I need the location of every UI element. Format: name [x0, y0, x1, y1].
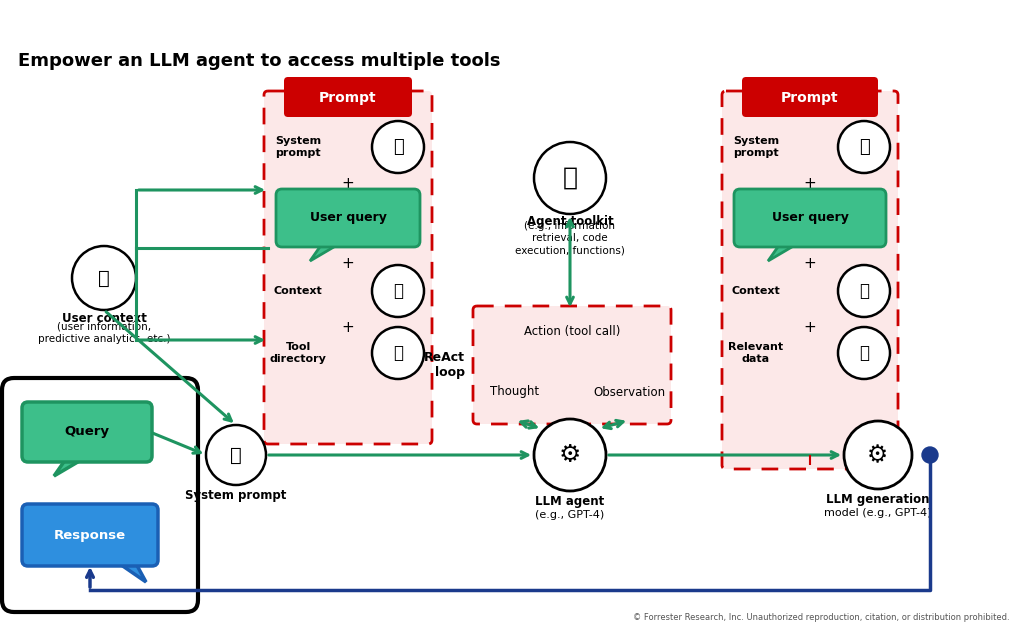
- Text: Context: Context: [273, 286, 323, 296]
- Polygon shape: [54, 456, 88, 476]
- Text: 📄: 📄: [230, 446, 242, 465]
- Text: 📊: 📊: [98, 269, 110, 288]
- Text: +: +: [804, 320, 816, 334]
- Text: User query: User query: [309, 212, 386, 224]
- Text: 🔧: 🔧: [393, 344, 403, 362]
- Circle shape: [372, 265, 424, 317]
- Text: (e.g., information
retrieval, code
execution, functions): (e.g., information retrieval, code execu…: [515, 221, 625, 255]
- Text: Action (tool call): Action (tool call): [524, 325, 621, 339]
- Circle shape: [838, 121, 890, 173]
- Text: System prompt: System prompt: [185, 489, 287, 502]
- FancyBboxPatch shape: [284, 77, 412, 117]
- Text: 📊: 📊: [393, 282, 403, 300]
- Text: Tool
directory: Tool directory: [269, 342, 327, 364]
- Text: +: +: [804, 255, 816, 270]
- Circle shape: [372, 327, 424, 379]
- Text: © Forrester Research, Inc. Unauthorized reproduction, citation, or distribution : © Forrester Research, Inc. Unauthorized …: [634, 613, 1010, 622]
- FancyBboxPatch shape: [473, 306, 671, 424]
- Polygon shape: [310, 241, 344, 261]
- Text: Agent toolkit: Agent toolkit: [526, 216, 613, 229]
- Text: +: +: [342, 320, 354, 334]
- Text: LLM generation: LLM generation: [826, 492, 930, 506]
- FancyBboxPatch shape: [2, 378, 198, 612]
- Text: System
prompt: System prompt: [733, 137, 779, 158]
- FancyBboxPatch shape: [276, 189, 420, 247]
- Text: 📦: 📦: [562, 166, 578, 190]
- Text: 📄: 📄: [859, 138, 869, 156]
- Polygon shape: [114, 560, 146, 582]
- Text: model (e.g., GPT-4): model (e.g., GPT-4): [824, 508, 932, 518]
- Text: 📄: 📄: [859, 344, 869, 362]
- Circle shape: [206, 425, 266, 485]
- Polygon shape: [768, 241, 802, 261]
- Text: +: +: [342, 255, 354, 270]
- Text: ⚙️: ⚙️: [867, 443, 889, 467]
- Circle shape: [844, 421, 912, 489]
- Text: +: +: [804, 176, 816, 190]
- FancyBboxPatch shape: [22, 402, 152, 462]
- FancyBboxPatch shape: [722, 91, 898, 469]
- Text: User context: User context: [61, 312, 146, 324]
- FancyBboxPatch shape: [22, 504, 158, 566]
- Text: 📊: 📊: [859, 282, 869, 300]
- Text: Thought: Thought: [490, 386, 540, 399]
- Text: Query: Query: [65, 425, 110, 439]
- Text: Prompt: Prompt: [781, 91, 839, 105]
- Circle shape: [72, 246, 136, 310]
- Circle shape: [372, 121, 424, 173]
- Text: Context: Context: [731, 286, 780, 296]
- Text: ⚙️: ⚙️: [559, 443, 582, 467]
- Text: System
prompt: System prompt: [274, 137, 322, 158]
- Text: 📄: 📄: [392, 138, 403, 156]
- Circle shape: [534, 142, 606, 214]
- FancyBboxPatch shape: [734, 189, 886, 247]
- Text: Prompt: Prompt: [319, 91, 377, 105]
- Text: +: +: [342, 176, 354, 190]
- Text: User query: User query: [771, 212, 849, 224]
- FancyBboxPatch shape: [742, 77, 878, 117]
- Circle shape: [838, 327, 890, 379]
- Text: Observation: Observation: [593, 386, 665, 399]
- Circle shape: [922, 447, 938, 463]
- Text: Empower an LLM agent to access multiple tools: Empower an LLM agent to access multiple …: [18, 52, 501, 70]
- Text: Relevant
data: Relevant data: [728, 342, 783, 364]
- Text: ReAct
loop: ReAct loop: [424, 351, 465, 379]
- Circle shape: [838, 265, 890, 317]
- Circle shape: [534, 419, 606, 491]
- Text: (user information,
predictive analytics, etc.): (user information, predictive analytics,…: [38, 322, 170, 344]
- Text: Response: Response: [54, 528, 126, 542]
- FancyBboxPatch shape: [264, 91, 432, 444]
- Text: LLM agent: LLM agent: [536, 494, 604, 507]
- Text: (e.g., GPT-4): (e.g., GPT-4): [536, 510, 604, 520]
